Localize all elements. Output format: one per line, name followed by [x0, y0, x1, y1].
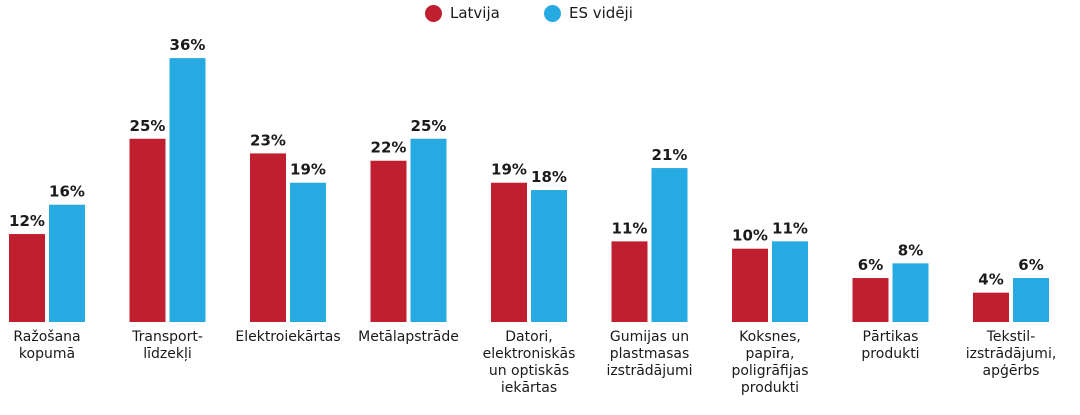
bar-latvija-6 — [732, 248, 768, 322]
value-label-latvija-8: 4% — [978, 271, 1003, 289]
category-label-6: Koksnes, papīra, poligrāfijas produkti — [731, 329, 809, 396]
value-label-latvija-7: 6% — [858, 256, 883, 274]
value-label-latvija-0: 12% — [9, 212, 45, 230]
value-label-es-8: 6% — [1018, 256, 1043, 274]
bar-es-6 — [772, 241, 808, 322]
legend-swatch-es — [544, 4, 561, 22]
value-label-es-0: 16% — [49, 183, 85, 201]
bar-es-1 — [169, 58, 206, 323]
value-label-es-6: 11% — [772, 219, 808, 237]
bar-es-2 — [290, 182, 326, 322]
bar-latvija-7 — [852, 278, 889, 322]
value-label-latvija-5: 11% — [612, 219, 648, 237]
bar-es-8 — [1013, 278, 1049, 322]
bar-es-3 — [410, 138, 447, 322]
legend-label-es: ES vidēji — [569, 4, 633, 22]
category-label-3: Metālapstrāde — [358, 329, 459, 345]
value-label-es-4: 18% — [531, 168, 567, 186]
category-label-4: Datori, elektroniskās un optiskās iekārt… — [482, 329, 576, 396]
bar-es-5 — [651, 168, 688, 322]
legend-swatch-latvija — [425, 4, 442, 22]
bar-latvija-3 — [370, 160, 407, 322]
value-label-latvija-2: 23% — [250, 131, 286, 149]
value-label-latvija-3: 22% — [371, 139, 407, 157]
category-label-2: Elektroiekārtas — [235, 329, 341, 345]
value-label-es-1: 36% — [170, 36, 206, 54]
bar-latvija-0 — [9, 234, 45, 322]
bar-latvija-5 — [611, 241, 648, 322]
bar-es-4 — [531, 190, 567, 322]
bar-latvija-8 — [973, 292, 1009, 322]
legend: Latvija ES vidēji — [0, 4, 1080, 28]
bar-es-7 — [892, 263, 929, 322]
value-label-latvija-1: 25% — [130, 117, 166, 135]
category-label-7: Pārtikas produkti — [861, 329, 920, 362]
value-label-latvija-6: 10% — [732, 227, 768, 245]
category-label-0: Ražošana kopumā — [13, 329, 81, 362]
legend-item-latvija: Latvija — [425, 4, 500, 22]
bar-es-0 — [49, 204, 85, 322]
value-label-es-2: 19% — [290, 161, 326, 179]
value-label-latvija-4: 19% — [491, 161, 527, 179]
bar-latvija-2 — [250, 153, 286, 322]
legend-item-es: ES vidēji — [544, 4, 633, 22]
category-label-1: Transport- līdzekļi — [132, 329, 203, 362]
legend-label-latvija: Latvija — [450, 4, 500, 22]
bar-latvija-4 — [491, 182, 527, 322]
category-label-5: Gumijas un plastmasas izstrādājumi — [606, 329, 693, 379]
value-label-es-3: 25% — [411, 117, 447, 135]
value-label-es-7: 8% — [898, 241, 923, 259]
value-label-es-5: 21% — [652, 146, 688, 164]
bar-latvija-1 — [129, 138, 166, 322]
category-label-8: Tekstil- izstrādājumi, apģērbs — [965, 329, 1057, 379]
